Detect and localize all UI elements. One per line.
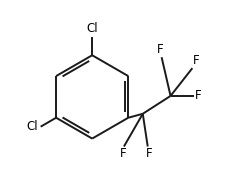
Text: F: F <box>145 148 151 160</box>
Text: F: F <box>194 89 201 102</box>
Text: Cl: Cl <box>26 120 38 133</box>
Text: F: F <box>157 43 163 56</box>
Text: Cl: Cl <box>86 22 98 35</box>
Text: F: F <box>119 148 126 160</box>
Text: F: F <box>193 54 199 67</box>
